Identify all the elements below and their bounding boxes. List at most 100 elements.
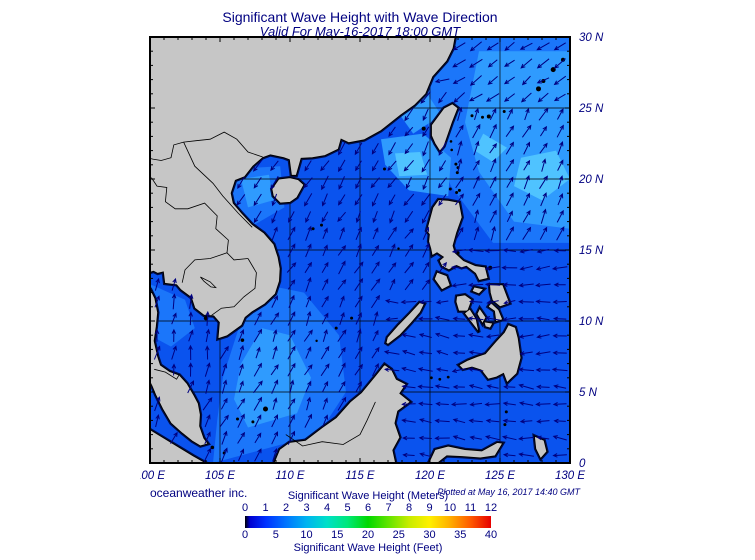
feet-tick-label: 20 xyxy=(361,529,375,541)
island-dot xyxy=(457,188,461,192)
border-china-vietnam xyxy=(183,131,263,158)
island-dot xyxy=(315,339,318,343)
landmass-cebu xyxy=(476,307,487,325)
feet-tick-label: 15 xyxy=(331,529,344,541)
border-vietnam-laos xyxy=(183,141,253,228)
island-dot xyxy=(240,338,245,342)
lon-axis-label: 130 E xyxy=(555,470,585,482)
lat-axis-label: 5 N xyxy=(579,387,598,399)
island-dot xyxy=(503,423,507,427)
page-title: Significant Wave Height with Wave Direct… xyxy=(222,9,498,25)
island-dot xyxy=(502,110,506,114)
island-dot xyxy=(448,187,452,191)
wave-direction-arrows xyxy=(153,41,568,463)
lake-tonle-sap xyxy=(200,276,217,289)
landmass-malay-peninsula xyxy=(150,288,209,447)
credit-text: oceanweather inc. xyxy=(150,486,248,500)
island-dot xyxy=(438,377,442,381)
landmass-bohol xyxy=(483,321,494,329)
island-dot xyxy=(311,227,315,231)
colorbar-title-meters: Significant Wave Height (Meters) xyxy=(287,490,449,502)
island-dot xyxy=(481,115,484,119)
landmass-negros xyxy=(463,308,480,333)
meters-tick-label: 12 xyxy=(484,502,498,514)
island-dot xyxy=(210,445,215,450)
border-thailand-cambodia xyxy=(181,252,228,283)
meters-tick-label: 4 xyxy=(323,502,331,514)
island-dot xyxy=(455,171,459,175)
meters-tick-label: 11 xyxy=(464,502,477,514)
meters-tick-label: 8 xyxy=(405,502,413,514)
island-dot xyxy=(383,167,386,171)
meters-tick-label: 9 xyxy=(426,502,433,514)
island-dot xyxy=(486,114,491,119)
lat-axis-label: 10 N xyxy=(579,316,604,328)
island-dot xyxy=(421,126,426,131)
island-dot xyxy=(334,326,338,330)
meters-tick-label: 3 xyxy=(303,502,310,514)
landmass-sulawesi xyxy=(428,441,504,463)
feet-tick-label: 0 xyxy=(241,529,249,541)
island-dot xyxy=(456,251,460,255)
colorbar-gradient xyxy=(245,516,491,528)
landmass-mainland-asia xyxy=(150,37,456,340)
island-dot xyxy=(470,114,474,118)
lat-axis-label: 0 xyxy=(579,458,586,470)
lon-axis-label: 125 E xyxy=(485,470,515,482)
landmass-hainan xyxy=(271,177,305,204)
landmass-masbate xyxy=(471,286,485,295)
border-malaysia-thailand xyxy=(154,368,180,380)
meters-tick-label: 1 xyxy=(262,502,269,514)
island-dot xyxy=(320,223,323,227)
landmass-leyte xyxy=(487,301,504,323)
lat-axis-label: 30 N xyxy=(579,32,604,44)
island-dot xyxy=(536,86,541,92)
lon-axis-label: 105 E xyxy=(205,470,235,482)
landmass-halmahera xyxy=(533,435,548,460)
lat-axis-label: 15 N xyxy=(579,245,604,257)
landmass-sumatra xyxy=(150,429,208,463)
map-layers xyxy=(150,37,570,463)
meters-tick-label: 2 xyxy=(282,502,290,514)
island-dot xyxy=(397,247,400,250)
lat-axis-label: 20 N xyxy=(578,174,604,186)
meters-tick-label: 0 xyxy=(241,502,249,514)
border-laos-cambodia xyxy=(226,252,249,261)
meters-tick-label: 5 xyxy=(344,502,351,514)
feet-tick-label: 5 xyxy=(272,529,279,541)
feet-tick-label: 25 xyxy=(392,529,405,541)
wave-height-region-ne-pacific-lightest-b xyxy=(474,133,507,162)
valid-time-subtitle: Valid For May-16-2017 18:00 GMT xyxy=(259,24,461,39)
colorbar-title-feet: Significant Wave Height (Feet) xyxy=(293,542,443,554)
landmass-mindoro xyxy=(433,271,451,291)
island-dot xyxy=(251,420,255,424)
lat-axis-label: 25 N xyxy=(578,103,604,115)
border-laos-thailand xyxy=(151,177,229,253)
lon-axis-label: 120 E xyxy=(415,470,445,482)
island-dot xyxy=(430,376,433,380)
meters-tick-label: 6 xyxy=(364,502,372,514)
island-dot xyxy=(504,410,508,414)
island-dot xyxy=(446,375,450,379)
wave-height-region-tonkin-lighter xyxy=(241,174,274,208)
wave-map: 100 E 105 E 110 E 115 E 120 E 125 E 130 E 30 N 2… xyxy=(140,32,604,482)
landmass-mindanao xyxy=(457,323,522,384)
island-dot xyxy=(455,190,459,194)
lon-axis-label: 115 E xyxy=(345,470,375,482)
island-dot xyxy=(350,316,354,320)
lon-axis-label: 100 E xyxy=(140,470,165,482)
island-dot xyxy=(236,417,239,421)
landmass-borneo xyxy=(273,363,412,463)
landmass-palawan xyxy=(385,301,426,346)
island-dot xyxy=(454,162,458,166)
island-dot xyxy=(263,406,268,412)
plotted-timestamp: Plotted at May 16, 2017 14:40 GMT xyxy=(437,487,580,497)
border-cambodia-vietnam xyxy=(211,258,257,316)
feet-tick-label: 40 xyxy=(484,529,498,541)
feet-tick-label: 35 xyxy=(454,529,467,541)
island-dot xyxy=(450,148,454,152)
wave-height-region-luzon-strait-lightest xyxy=(395,152,428,177)
island-dot xyxy=(561,57,565,62)
meters-tick-label: 7 xyxy=(385,502,392,514)
